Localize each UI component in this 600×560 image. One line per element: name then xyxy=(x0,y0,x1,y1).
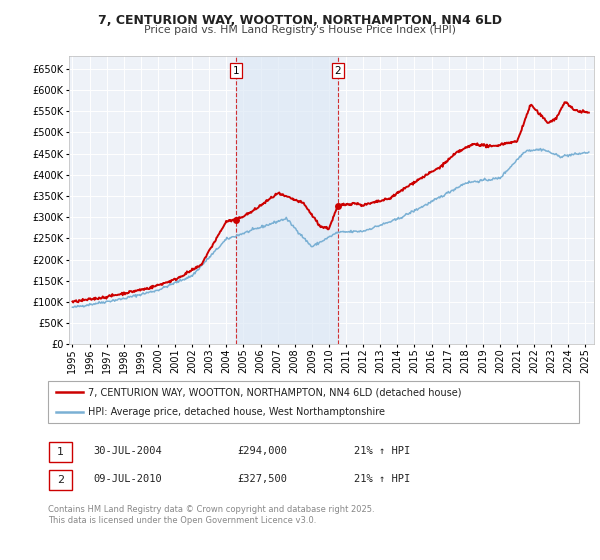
Text: £294,000: £294,000 xyxy=(237,446,287,456)
Text: 30-JUL-2004: 30-JUL-2004 xyxy=(93,446,162,456)
Text: 21% ↑ HPI: 21% ↑ HPI xyxy=(354,446,410,456)
Text: 1: 1 xyxy=(57,447,64,457)
Bar xyxy=(236,56,338,344)
Text: HPI: Average price, detached house, West Northamptonshire: HPI: Average price, detached house, West… xyxy=(88,407,385,417)
Text: 2: 2 xyxy=(335,66,341,76)
Text: 7, CENTURION WAY, WOOTTON, NORTHAMPTON, NN4 6LD (detached house): 7, CENTURION WAY, WOOTTON, NORTHAMPTON, … xyxy=(88,387,461,397)
Text: Contains HM Land Registry data © Crown copyright and database right 2025.
This d: Contains HM Land Registry data © Crown c… xyxy=(48,505,374,525)
Text: 21% ↑ HPI: 21% ↑ HPI xyxy=(354,474,410,484)
Text: Price paid vs. HM Land Registry's House Price Index (HPI): Price paid vs. HM Land Registry's House … xyxy=(144,25,456,35)
Text: 09-JUL-2010: 09-JUL-2010 xyxy=(93,474,162,484)
Text: £327,500: £327,500 xyxy=(237,474,287,484)
Text: 1: 1 xyxy=(233,66,239,76)
Text: 2: 2 xyxy=(57,475,64,485)
Text: 7, CENTURION WAY, WOOTTON, NORTHAMPTON, NN4 6LD: 7, CENTURION WAY, WOOTTON, NORTHAMPTON, … xyxy=(98,14,502,27)
